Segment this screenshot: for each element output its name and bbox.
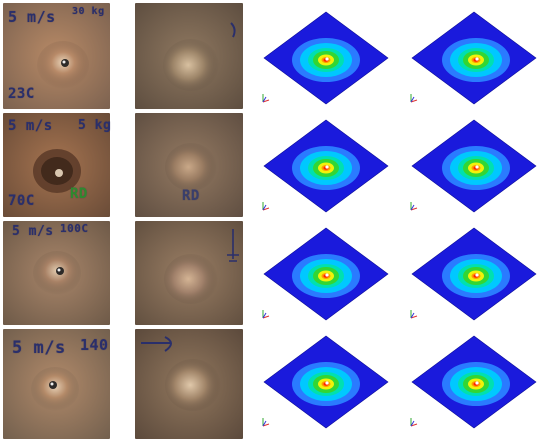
axis-triad-icon [408, 92, 420, 106]
temperature-label: 100C [60, 222, 89, 235]
impact-point [325, 165, 329, 169]
fea-contour-plot [410, 6, 540, 106]
fea-contour-plot [262, 114, 392, 214]
temperature-label: 140 [80, 336, 109, 354]
specimen-dent-image [3, 113, 110, 217]
rolling-direction-label: RD [182, 188, 200, 204]
specimen-dent-image [135, 221, 243, 325]
photo-row4-left [3, 329, 110, 439]
specimen-dent-image [3, 329, 110, 439]
axis-triad-icon [408, 416, 420, 430]
photo-row4-right [135, 329, 243, 439]
photo-row3-right [135, 221, 243, 325]
axis-triad-icon [260, 92, 272, 106]
specimen-dent-image [135, 113, 243, 217]
impact-point [325, 381, 329, 385]
speed-label: 5 m/s [8, 8, 56, 26]
rolling-direction-label: RD [70, 186, 88, 202]
axis-triad-icon [260, 200, 272, 214]
axis-triad-icon [408, 308, 420, 322]
photo-row2-left [3, 113, 110, 217]
impact-point [475, 273, 479, 277]
specimen-dent-image [135, 329, 243, 439]
impact-point [475, 57, 479, 61]
photo-row1-right [135, 3, 243, 109]
fea-contour-plot [410, 222, 540, 322]
photo-row3-left [3, 221, 110, 325]
impact-point [325, 57, 329, 61]
fea-contour-plot [410, 114, 540, 214]
axis-triad-icon [260, 308, 272, 322]
specimen-dent-image [3, 221, 110, 325]
photo-row1-left [3, 3, 110, 109]
speed-label: 5 m/s [12, 224, 54, 239]
photo-row2-right [135, 113, 243, 217]
fea-contour-plot [262, 6, 392, 106]
fea-contour-plot [262, 222, 392, 322]
speed-label: 5 m/s [12, 338, 66, 358]
mass-label: 30 kg [72, 6, 105, 17]
mass-label: 5 kg [78, 118, 112, 133]
axis-triad-icon [260, 416, 272, 430]
temperature-label: 70C [8, 193, 35, 209]
temperature-label: 23C [8, 86, 35, 102]
impact-point [325, 273, 329, 277]
specimen-dent-image [135, 3, 243, 109]
fea-contour-plot [410, 330, 540, 430]
impact-point [475, 381, 479, 385]
impact-point [475, 165, 479, 169]
speed-label: 5 m/s [8, 118, 53, 134]
fea-contour-plot [262, 330, 392, 430]
axis-triad-icon [408, 200, 420, 214]
specimen-dent-image [3, 3, 110, 109]
